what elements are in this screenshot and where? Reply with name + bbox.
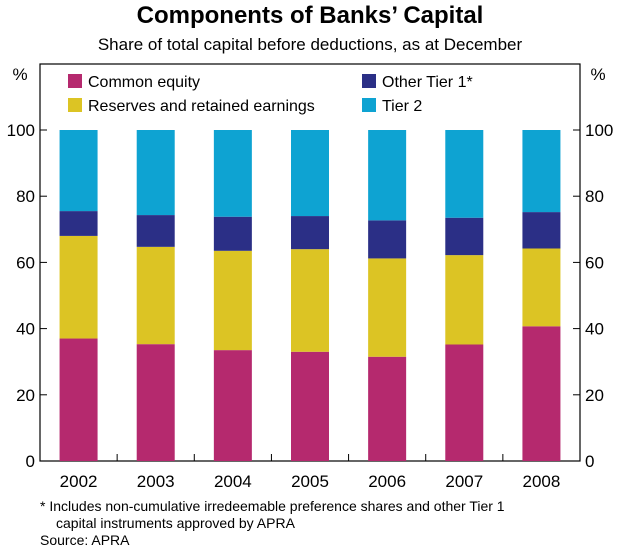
chart-subtitle: Share of total capital before deductions… <box>97 35 523 54</box>
bar-2007-series-3 <box>445 130 484 218</box>
y-tick-label-right: 80 <box>585 187 604 206</box>
x-tick-label: 2003 <box>137 472 175 491</box>
bar-2004-series-3 <box>213 130 252 217</box>
ticks-group: 0 0 20 20 40 40 60 60 80 80 100 100 2002 2003 2004 2005… <box>7 121 614 491</box>
legend-swatch-2 <box>362 74 376 88</box>
bar-2005-series-3 <box>291 130 329 217</box>
bar-2006-series-1 <box>368 258 407 357</box>
bars-group <box>59 130 561 461</box>
bar-2006-series-0 <box>368 356 407 461</box>
chart-title: Components of Banks’ Capital <box>136 2 484 29</box>
x-tick-label: 2005 <box>291 472 329 491</box>
bar-2003-series-3 <box>136 130 175 216</box>
bar-2005-series-0 <box>291 351 329 461</box>
bar-2002-series-0 <box>59 338 98 461</box>
legend-label-1: Reserves and retained earnings <box>88 98 315 115</box>
bar-2002-series-1 <box>59 235 98 339</box>
legend: Common equity Other Tier 1* Reserves and r… <box>68 74 473 115</box>
bar-2003-series-1 <box>136 246 175 345</box>
bar-2005-series-2 <box>291 216 329 250</box>
legend-swatch-0 <box>68 74 82 88</box>
y-tick-label-left: 20 <box>16 386 35 405</box>
footnote-line-2: capital instruments approved by APRA <box>56 515 295 531</box>
bar-2002-series-3 <box>59 130 98 212</box>
y-tick-label-right: 0 <box>585 452 594 471</box>
legend-label-0: Common equity <box>88 74 200 91</box>
legend-swatch-1 <box>68 98 82 112</box>
bar-2003-series-0 <box>136 344 175 461</box>
y-unit-right: % <box>590 65 605 84</box>
y-unit-left: % <box>12 65 27 84</box>
bar-2008-series-2 <box>522 212 561 249</box>
bar-2008-series-3 <box>522 130 561 213</box>
bar-2004-series-0 <box>213 350 252 461</box>
bar-2007-series-0 <box>445 344 484 461</box>
y-tick-label-right: 60 <box>585 253 604 272</box>
x-tick-label: 2002 <box>60 472 98 491</box>
x-tick-label: 2006 <box>368 472 406 491</box>
bar-2007-series-1 <box>445 255 484 345</box>
bar-2005-series-1 <box>291 249 329 352</box>
footnote-line-1: * Includes non-cumulative irredeemable p… <box>40 498 505 514</box>
y-tick-label-left: 40 <box>16 320 35 339</box>
y-tick-label-left: 60 <box>16 253 35 272</box>
y-tick-label-left: 100 <box>7 121 35 140</box>
bar-2006-series-2 <box>368 220 407 259</box>
x-tick-label: 2007 <box>445 472 483 491</box>
legend-swatch-3 <box>362 98 376 112</box>
bar-2002-series-2 <box>59 211 98 236</box>
bar-2006-series-3 <box>368 130 407 221</box>
bar-2008-series-0 <box>522 326 561 461</box>
legend-label-3: Tier 2 <box>382 98 422 115</box>
x-tick-label: 2004 <box>214 472 252 491</box>
source-note: Source: APRA <box>40 532 130 548</box>
y-tick-label-left: 80 <box>16 187 35 206</box>
bar-2004-series-1 <box>213 250 252 351</box>
bar-2004-series-2 <box>213 216 252 251</box>
x-tick-label: 2008 <box>523 472 561 491</box>
bar-2008-series-1 <box>522 248 561 327</box>
legend-label-2: Other Tier 1* <box>382 74 473 91</box>
bar-2003-series-2 <box>136 215 175 247</box>
y-tick-label-right: 100 <box>585 121 613 140</box>
y-tick-label-left: 0 <box>26 452 35 471</box>
bar-2007-series-2 <box>445 217 484 256</box>
y-tick-label-right: 20 <box>585 386 604 405</box>
y-tick-label-right: 40 <box>585 320 604 339</box>
